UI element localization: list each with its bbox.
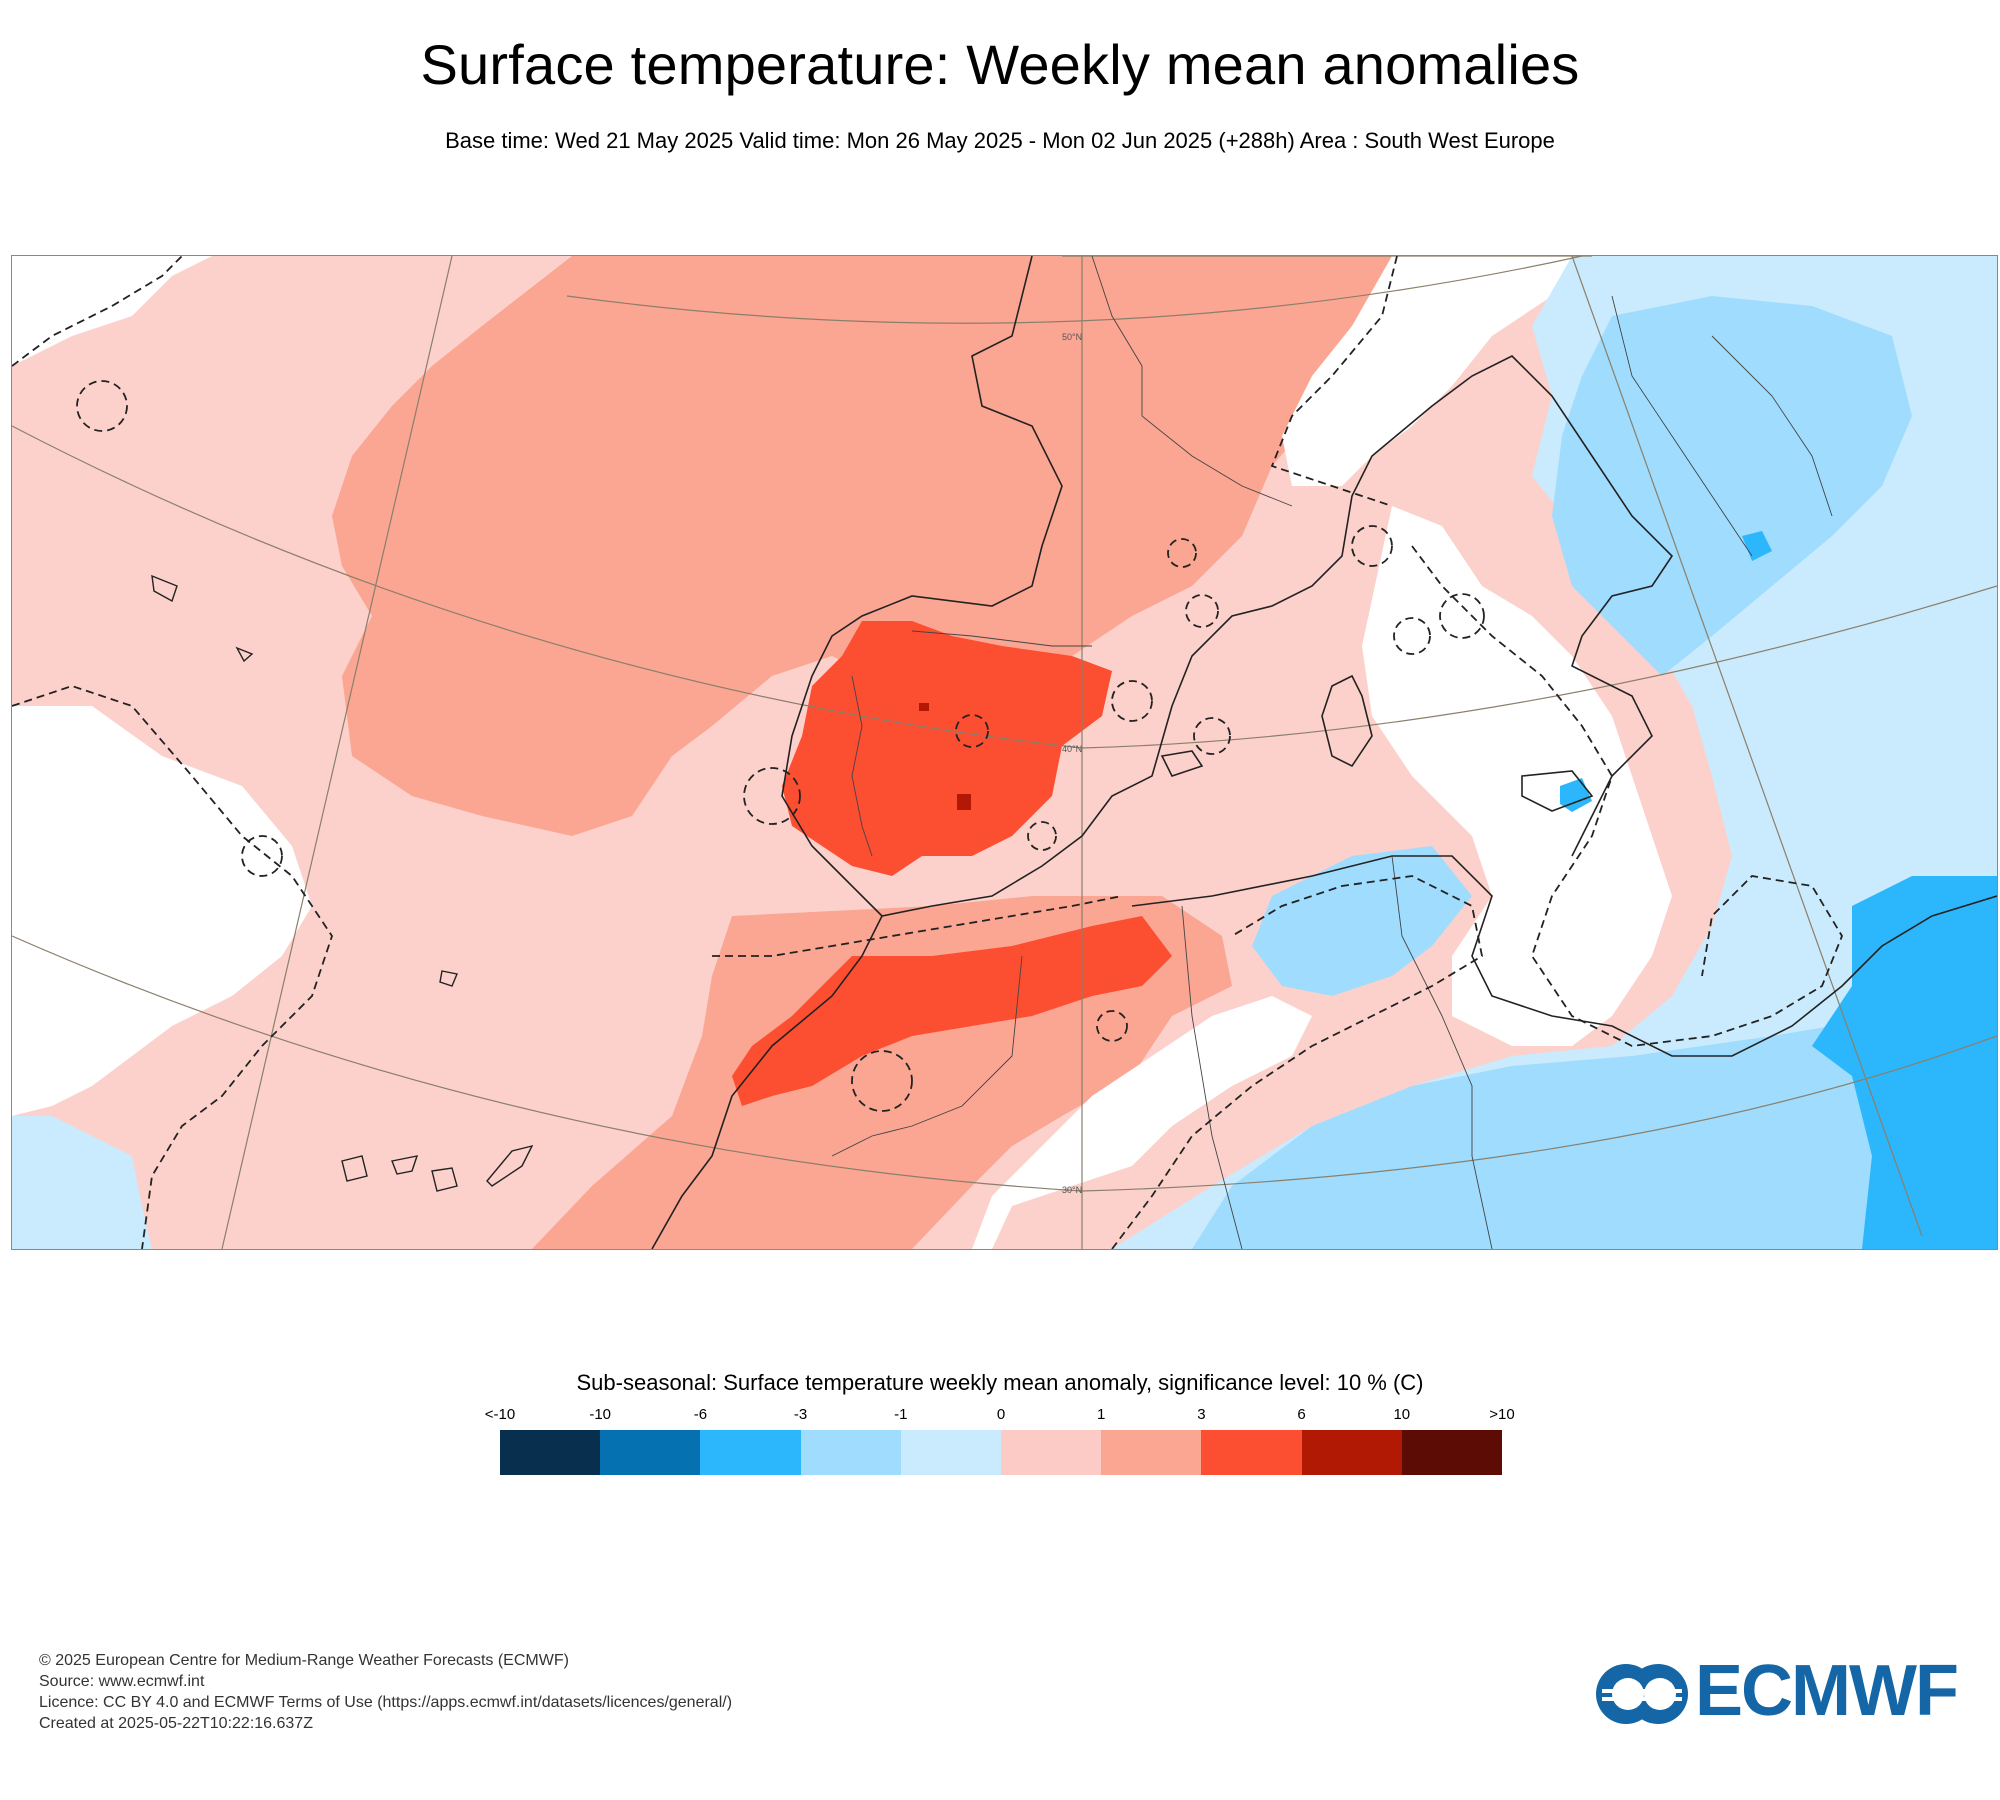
legend-swatch	[900, 1430, 1002, 1475]
footer: © 2025 European Centre for Medium-Range …	[39, 1650, 732, 1734]
legend-title: Sub-seasonal: Surface temperature weekly…	[576, 1370, 1424, 1395]
ecmwf-logo-text: ECMWF	[1695, 1651, 1959, 1731]
significance-contours	[12, 256, 1844, 1249]
country-borders	[831, 256, 1833, 1249]
legend-tick-label: -3	[793, 1406, 808, 1423]
anomaly-patch-6-to-10	[919, 703, 929, 711]
gridline-label: 30°N	[1062, 1185, 1082, 1195]
near-zero-region-sahara	[972, 996, 1312, 1249]
legend-ticks: <-10 -10 -6 -3 -1 0 1 3 6 10 >10	[485, 1406, 1515, 1426]
gridline-label: 50°N	[1062, 332, 1082, 342]
near-zero-region-balkans	[1282, 256, 1572, 486]
legend-tick-label: >10	[1489, 1406, 1515, 1423]
near-zero-region-west	[12, 706, 312, 1116]
legend-swatch	[1001, 1430, 1102, 1475]
near-zero-region-northwest	[12, 256, 212, 366]
legend-tick-label: 3	[1197, 1406, 1206, 1423]
legend-swatch	[500, 1430, 601, 1475]
footer-source: Source: www.ecmwf.int	[39, 1673, 205, 1690]
anomaly-patch-6-to-10	[957, 794, 971, 810]
legend-swatch	[1101, 1430, 1202, 1475]
legend-tick-label: 6	[1297, 1406, 1306, 1423]
legend-tick-label: -6	[693, 1406, 708, 1423]
anomaly-region-3-to-6-iberia	[782, 621, 1112, 876]
legend-tick-label: 1	[1097, 1406, 1106, 1423]
legend-tick-label: -1	[894, 1406, 908, 1423]
near-zero-region-italy	[1362, 506, 1672, 1046]
legend-colorbar	[500, 1430, 1503, 1475]
graticule	[12, 256, 1997, 1249]
islands	[151, 574, 534, 1192]
anomaly-map: 50°N 40°N 30°N	[11, 255, 1998, 1250]
anomaly-region-minus1-to-0-west	[12, 1116, 152, 1249]
legend-swatch	[800, 1430, 901, 1475]
anomaly-region-minus6-to-minus3-balkans	[1742, 531, 1772, 561]
legend-tick-label: -10	[589, 1406, 612, 1423]
legend-swatch	[1301, 1430, 1402, 1475]
anomaly-region-minus3-to-minus1-mediterranean	[1192, 976, 1997, 1249]
footer-licence: Licence: CC BY 4.0 and ECMWF Terms of Us…	[39, 1694, 733, 1711]
footer-created: Created at 2025-05-22T10:22:16.637Z	[39, 1715, 313, 1732]
legend-tick-label: 0	[996, 1406, 1006, 1423]
legend-tick-label: <-10	[484, 1406, 516, 1423]
legend-tick-label: 10	[1393, 1406, 1411, 1423]
map-canvas: 50°N 40°N 30°N	[12, 256, 1997, 1249]
ecmwf-logo-icon	[1596, 1664, 1688, 1724]
footer-copyright: © 2025 European Centre for Medium-Range …	[39, 1652, 569, 1669]
legend-swatch	[700, 1430, 801, 1475]
coastlines	[651, 256, 1997, 1249]
chart-title: Surface temperature: Weekly mean anomali…	[420, 33, 1580, 96]
gridline-label: 40°N	[1062, 744, 1082, 754]
legend-swatch	[600, 1430, 701, 1475]
anomaly-region-3-to-6-morocco	[732, 916, 1172, 1106]
chart-subtitle: Base time: Wed 21 May 2025 Valid time: M…	[445, 128, 1555, 153]
legend-swatch	[1401, 1430, 1503, 1475]
legend-swatch	[1201, 1430, 1302, 1475]
anomaly-region-minus3-to-minus1-algeria	[1252, 846, 1472, 996]
